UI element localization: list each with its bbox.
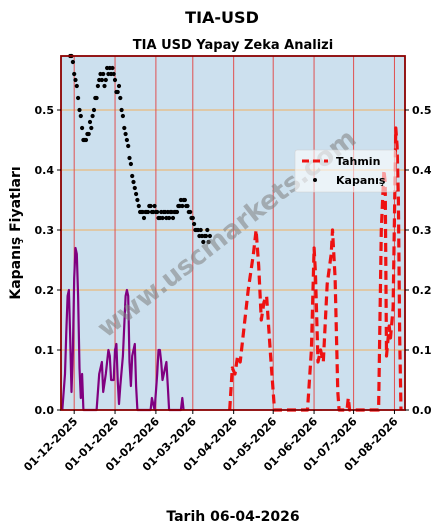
kapanis-point: [111, 71, 116, 77]
kapanis-point: [131, 179, 136, 185]
kapanis-point: [128, 161, 133, 167]
kapanis-point: [124, 137, 129, 143]
kapanis-point: [73, 77, 78, 83]
kapanis-point: [77, 107, 82, 113]
kapanis-point: [76, 95, 81, 101]
kapanis-point: [118, 95, 123, 101]
kapanis-point: [206, 239, 211, 245]
kapanis-point: [115, 89, 120, 95]
legend-kapanis-label: Kapanış: [336, 174, 386, 187]
y-tick-label-right: 0.2: [412, 284, 432, 297]
legend-kapanis-swatch: [313, 178, 317, 182]
y-axis-label: Kapanış Fiyatları: [8, 166, 24, 299]
kapanis-point: [119, 107, 124, 113]
kapanis-point: [188, 209, 193, 215]
kapanis-point: [70, 59, 75, 65]
y-tick-label-right: 0.3: [412, 224, 432, 237]
kapanis-point: [78, 113, 83, 119]
kapanis-point: [101, 71, 106, 77]
kapanis-point: [126, 143, 131, 149]
kapanis-point: [127, 155, 132, 161]
kapanis-point: [205, 227, 210, 233]
kapanis-point: [89, 125, 94, 131]
kapanis-point: [134, 191, 139, 197]
kapanis-point: [167, 215, 172, 221]
kapanis-point: [102, 83, 107, 89]
legend-box: [294, 149, 397, 193]
kapanis-point: [112, 77, 118, 83]
y-tick-label-left: 0.0: [35, 404, 55, 417]
kapanis-point: [130, 173, 135, 179]
y-tick-label-left: 0.2: [35, 284, 55, 297]
kapanis-point: [95, 83, 100, 89]
kapanis-point: [120, 113, 125, 119]
kapanis-point: [207, 233, 212, 239]
kapanis-point: [86, 131, 91, 137]
kapanis-point: [72, 71, 77, 77]
kapanis-point: [145, 209, 151, 215]
kapanis-point: [132, 185, 137, 191]
kapanis-point: [148, 203, 153, 209]
kapanis-point: [201, 239, 206, 245]
kapanis-point: [185, 203, 190, 209]
kapanis-point: [123, 131, 128, 137]
kapanis-point: [190, 215, 195, 221]
kapanis-point: [160, 215, 165, 221]
series-layer: [61, 53, 403, 412]
legend: Tahmin Kapanış: [294, 149, 397, 193]
kapanis-point: [136, 203, 141, 209]
y-tick-label-right: 0.1: [412, 344, 432, 357]
kapanis-point: [99, 77, 104, 83]
chart-suptitle: TIA-USD: [185, 8, 259, 27]
kapanis-point: [155, 209, 160, 215]
kapanis-point: [180, 203, 185, 209]
legend-tahmin-label: Tahmin: [336, 155, 380, 168]
y-tick-label-left: 0.5: [35, 104, 55, 117]
y-tick-label-right: 0.5: [412, 104, 432, 117]
kapanis-point: [135, 197, 140, 203]
purple-line: [61, 246, 185, 412]
kapanis-point: [170, 215, 176, 221]
kapanis-point: [116, 83, 122, 89]
y-tick-label-left: 0.3: [35, 224, 55, 237]
y-tick-label-right: 0.4: [412, 164, 432, 177]
kapanis-point: [152, 203, 157, 209]
kapanis-point: [74, 83, 79, 89]
kapanis-point: [198, 227, 203, 233]
kapanis-point: [122, 125, 127, 131]
kapanis-point: [94, 95, 99, 101]
kapanis-point: [90, 113, 95, 119]
kapanis-point: [141, 215, 147, 221]
kapanis-point: [110, 65, 115, 71]
kapanis-point: [203, 233, 209, 239]
kapanis-point: [182, 197, 187, 203]
y-tick-label-right: 0.0: [412, 404, 432, 417]
kapanis-point: [174, 209, 180, 215]
kapanis-point: [87, 119, 93, 125]
kapanis-point: [103, 77, 108, 83]
kapanis-point: [80, 125, 85, 131]
kapanis-point: [91, 107, 97, 113]
plot-area: [61, 56, 405, 410]
x-axis-label: Tarih 06-04-2026: [166, 509, 299, 525]
y-tick-label-left: 0.1: [35, 344, 55, 357]
tahmin-line: [228, 126, 403, 412]
chart-title: TIA USD Yapay Zeka Analizi: [133, 38, 333, 53]
kapanis-point: [83, 137, 89, 143]
plot-frame: [60, 55, 406, 411]
y-tick-label-left: 0.4: [35, 164, 55, 177]
kapanis-point: [192, 221, 197, 227]
